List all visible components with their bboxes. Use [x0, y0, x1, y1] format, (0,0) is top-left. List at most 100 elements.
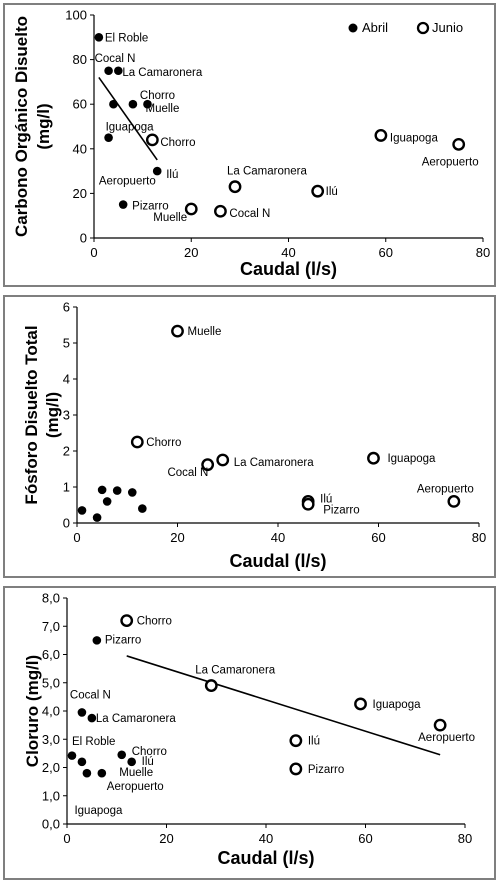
- point-open-ilu: [289, 734, 303, 748]
- point-label-cocal-n: Cocal N: [95, 53, 136, 65]
- point-filled-la-camaronera: [87, 713, 97, 723]
- x-tick-label: 20: [170, 530, 184, 545]
- point-open-muelle: [171, 324, 184, 338]
- y-tick-label: 2,0: [42, 760, 60, 775]
- chart-cloruro: 0,0 1,0 2,0 3,0 4,0 5,0 6,0 7,0 8,0 0 20 40 60 80 Clor…: [23, 591, 475, 869]
- x-tick-label: 40: [281, 245, 295, 260]
- point-filled: [112, 486, 122, 495]
- y-tick-label: 100: [65, 8, 87, 23]
- y-tick-label: 3,0: [42, 732, 60, 747]
- point-open-chorro: [120, 614, 134, 627]
- y-tick-label: 8,0: [42, 591, 60, 606]
- point-label-cocal-n: Cocal N: [167, 467, 208, 479]
- y-tick-label: 0,0: [42, 817, 60, 832]
- point-filled: [109, 99, 118, 109]
- x-tick-label: 0: [63, 831, 70, 846]
- point-label-iguapoga: Iguapoga: [390, 132, 439, 144]
- y-tick-label: 5: [63, 336, 70, 351]
- point-label-aeropuerto: Aeropuerto: [417, 483, 474, 495]
- point-open-pizarro: [289, 762, 303, 776]
- point-label-la-camaronera: La Camaronera: [227, 166, 308, 178]
- y-axis-title: Fósforo Disuelto Total: [22, 325, 41, 504]
- point-filled: [138, 504, 147, 513]
- point-open-iguapoga: [374, 129, 388, 142]
- point-label-aeropuerto: Aeropuerto: [418, 732, 475, 744]
- point-label-aeropuerto: Aeropuerto: [99, 175, 156, 187]
- point-label-chorro: Chorro: [137, 616, 172, 628]
- point-open-cocal-n: [214, 204, 227, 218]
- point-filled-muelle: [143, 99, 152, 109]
- y-axis-title: Cloruro (mg/l): [23, 655, 42, 767]
- point-filled: [102, 497, 112, 506]
- legend-label-abril: Abril: [362, 20, 388, 35]
- point-label-ilu: Ilú: [308, 736, 320, 748]
- chart-panel-cloruro: 0,0 1,0 2,0 3,0 4,0 5,0 6,0 7,0 8,0 0 20 40 60 80 Clor…: [3, 586, 496, 880]
- point-label-ilu: Ilú: [320, 493, 332, 505]
- point-filled-iguapoga: [104, 133, 113, 142]
- point-open-la-camaronera: [228, 180, 242, 194]
- x-tick-label: 20: [184, 245, 198, 260]
- y-tick-label: 2: [63, 444, 70, 459]
- x-tick-label: 40: [259, 831, 273, 846]
- y-tick-label: 6: [63, 300, 70, 315]
- x-tick-label: 80: [476, 245, 490, 260]
- legend-marker-junio: [416, 21, 430, 35]
- trendline-abril: [98, 76, 158, 161]
- x-tick-label: 60: [358, 831, 372, 846]
- point-label-ilu: Ilú: [166, 169, 178, 181]
- y-axis-title: (mg/l): [43, 392, 62, 438]
- point-filled-cocal-n: [104, 66, 113, 76]
- point-open-la-camaronera: [216, 453, 230, 467]
- y-tick-label: 40: [73, 141, 87, 156]
- point-label-muelle: Muelle: [188, 326, 222, 338]
- point-filled-pizarro: [92, 636, 102, 645]
- y-tick-label: 1: [63, 480, 70, 495]
- x-tick-label: 0: [73, 530, 80, 545]
- y-tick-label: 4: [63, 372, 70, 387]
- point-filled-chorro: [117, 750, 127, 760]
- point-filled-cocal-n: [77, 708, 87, 717]
- point-label-la-camaronera: La Camaronera: [195, 665, 276, 677]
- y-tick-label: 20: [73, 186, 87, 201]
- point-filled-ilu: [127, 757, 136, 767]
- x-axis-title: Caudal (l/s): [240, 259, 337, 279]
- x-axis-title: Caudal (l/s): [229, 551, 326, 571]
- point-label-pizarro: Pizarro: [308, 764, 344, 776]
- point-label-el-roble: El Roble: [105, 32, 148, 44]
- point-filled: [97, 768, 107, 778]
- point-filled: [77, 757, 87, 767]
- point-filled: [92, 513, 102, 522]
- point-open-aeropuerto: [447, 494, 461, 508]
- point-open-aeropuerto: [452, 137, 466, 151]
- point-label-iguapoga: Iguapoga: [387, 453, 436, 465]
- point-filled: [67, 751, 77, 760]
- point-label-muelle: Muelle: [145, 103, 179, 115]
- y-tick-label: 0: [63, 516, 70, 531]
- y-tick-label: 5,0: [42, 675, 60, 690]
- point-label-la-camaronera: La Camaronera: [122, 67, 203, 79]
- x-tick-label: 60: [371, 530, 385, 545]
- point-label-chorro: Chorro: [160, 137, 195, 149]
- point-filled: [82, 768, 92, 778]
- point-open-ilu: [311, 184, 325, 198]
- point-open-iguapoga: [367, 451, 380, 465]
- point-filled-chorro: [128, 99, 138, 109]
- y-tick-label: 60: [73, 97, 87, 112]
- y-axis-title: (mg/l): [34, 103, 53, 149]
- x-tick-label: 20: [159, 831, 173, 846]
- point-label-chorro: Chorro: [140, 90, 175, 102]
- point-label-pizarro: Pizarro: [323, 504, 359, 516]
- point-label-cocal-n: Cocal N: [70, 689, 111, 701]
- x-tick-label: 60: [379, 245, 393, 260]
- point-label-aeropuerto: Aeropuerto: [107, 781, 164, 793]
- point-open-chorro: [145, 133, 159, 147]
- point-open: [301, 497, 315, 511]
- point-label-aeropuerto: Aeropuerto: [422, 156, 479, 168]
- chart-panel-carbono: 0 20 40 60 80 100 0 20 40 60 80 Carbono Orgánico Di…: [3, 3, 496, 287]
- point-label-la-camaronera: La Camaronera: [234, 457, 315, 469]
- point-open-iguapoga: [354, 697, 367, 711]
- point-label-pizarro: Pizarro: [132, 201, 168, 213]
- point-filled-la-camaronera: [114, 66, 123, 76]
- point-label-iguapoga: Iguapoga: [74, 805, 123, 817]
